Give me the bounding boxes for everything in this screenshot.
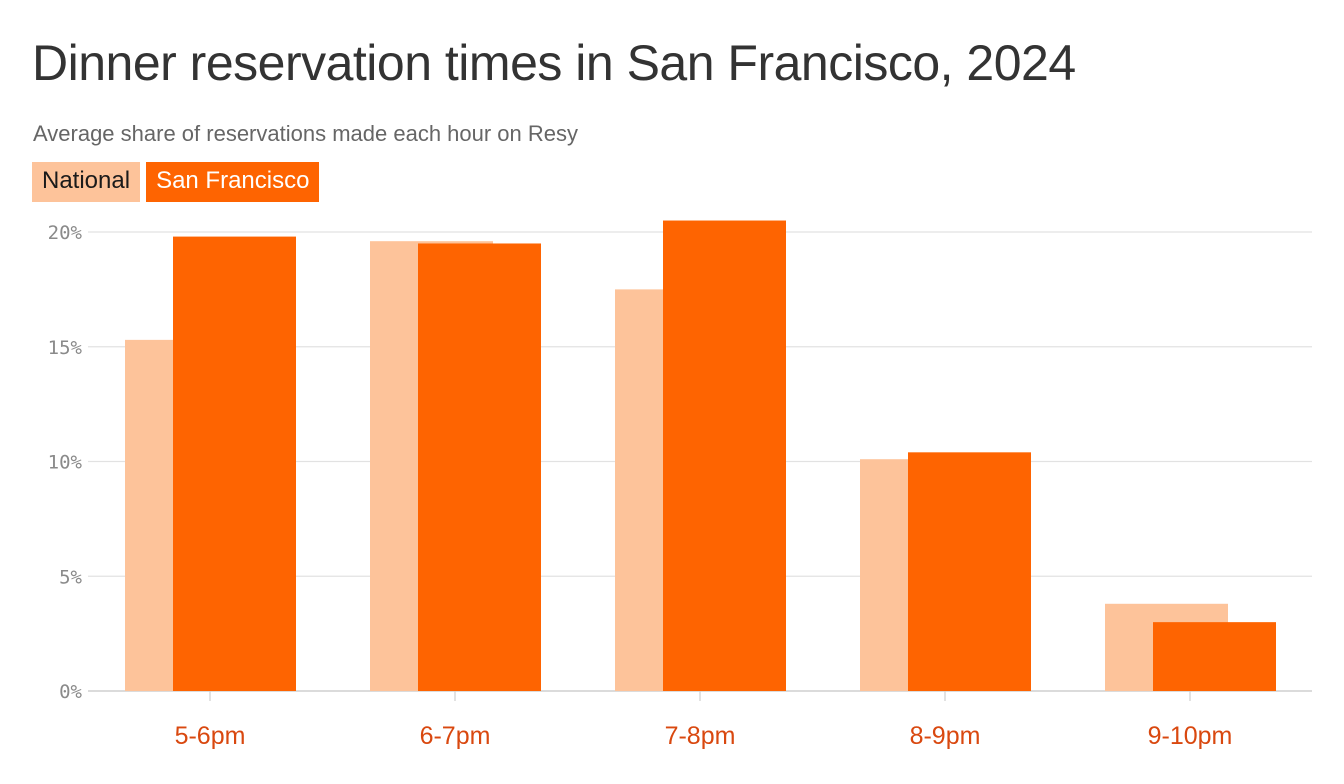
chart-subtitle: Average share of reservations made each … <box>33 121 579 146</box>
axis-labels: 0% 5% 10% 15% 20% 5-6pm 6-7pm 7-8pm 8-9pm 9-10pm <box>48 222 1233 750</box>
legend-item-san-francisco[interactable]: San Francisco <box>146 162 320 202</box>
y-tick-label: 0% <box>59 681 82 703</box>
y-tick-label: 10% <box>48 452 83 474</box>
bar-san-francisco <box>663 220 786 691</box>
y-tick-label: 5% <box>59 566 82 588</box>
y-tick-label: 20% <box>48 222 83 244</box>
bar-san-francisco <box>1153 622 1276 691</box>
bars <box>125 220 1276 691</box>
x-category-label: 6-7pm <box>420 722 491 750</box>
x-category-label: 9-10pm <box>1148 722 1233 750</box>
chart-title: Dinner reservation times in San Francisc… <box>32 35 1076 91</box>
bar-san-francisco <box>173 236 296 691</box>
x-category-label: 7-8pm <box>665 722 736 750</box>
x-category-label: 8-9pm <box>910 722 981 750</box>
bar-san-francisco <box>908 452 1031 691</box>
x-category-label: 5-6pm <box>175 722 246 750</box>
legend: National San Francisco <box>32 162 320 202</box>
y-tick-label: 15% <box>48 337 83 359</box>
legend-item-national[interactable]: National <box>32 162 141 202</box>
bar-san-francisco <box>418 243 541 691</box>
